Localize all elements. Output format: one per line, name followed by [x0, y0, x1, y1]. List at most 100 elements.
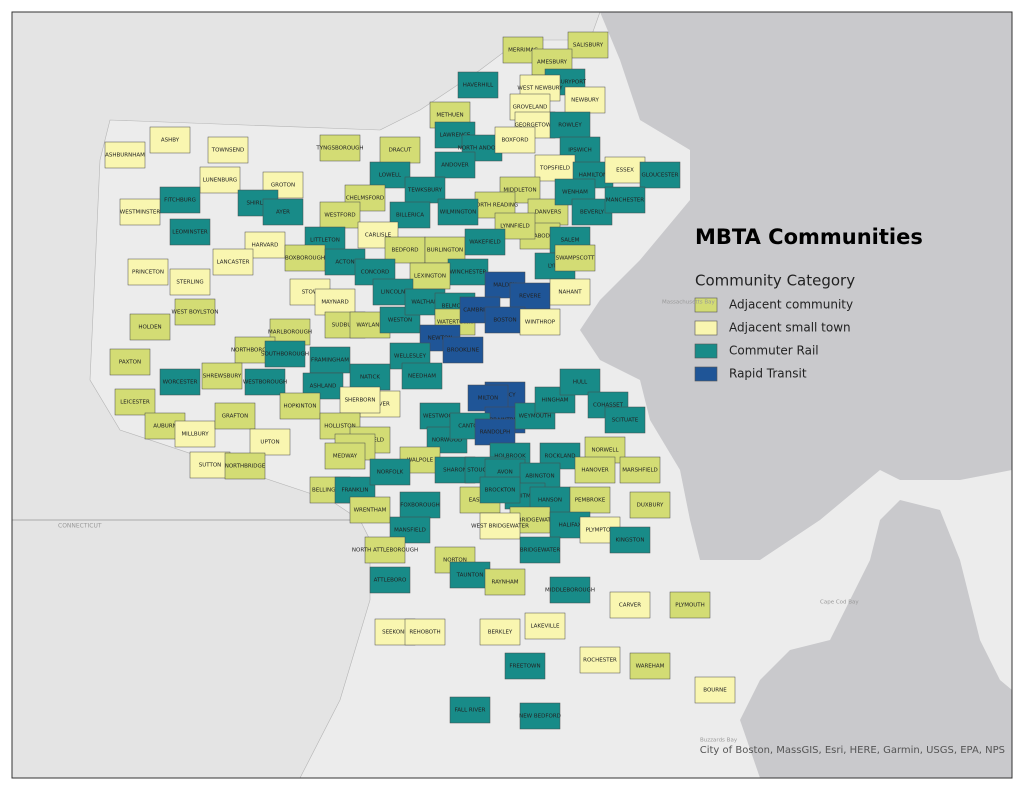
town-label: WEST BRIDGEWATER	[471, 524, 529, 530]
town	[484, 306, 526, 334]
town-label: WALTHAM	[411, 300, 438, 306]
town-label: KINGSTON	[616, 538, 645, 544]
town-label: HOPKINTON	[284, 404, 317, 410]
map-title: MBTA Communities	[695, 225, 923, 249]
water-label: Cape Cod Bay	[820, 600, 859, 606]
town-label: MANCHESTER	[606, 198, 644, 204]
town	[201, 362, 243, 390]
town	[174, 298, 216, 326]
town-label: MILLBURY	[181, 432, 209, 438]
town	[109, 348, 151, 376]
town-label: COHASSET	[593, 403, 624, 409]
town	[369, 566, 411, 594]
town-label: BROOKLINE	[447, 348, 480, 354]
town-label: HALIFAX	[559, 523, 582, 529]
town-label: PLYMOUTH	[675, 603, 705, 609]
town	[669, 591, 711, 619]
town	[609, 591, 651, 619]
town-label: PAXTON	[119, 360, 141, 366]
town	[629, 491, 671, 519]
town	[524, 612, 566, 640]
town	[369, 161, 411, 189]
town-label: BELLINGHAM	[312, 488, 348, 494]
town-label: NORTHBRIDGE	[225, 464, 266, 470]
town-label: CARVER	[619, 603, 641, 609]
town-label: NEWBURYPORT	[544, 80, 587, 86]
town-label: GRAFTON	[222, 414, 249, 420]
town-label: IPSWICH	[568, 148, 591, 154]
town-label: ABINGTON	[525, 474, 554, 480]
town-label: RAYNHAM	[491, 580, 518, 586]
town-label: SALISBURY	[573, 43, 604, 49]
town-label: WENHAM	[562, 190, 588, 196]
town	[449, 696, 491, 724]
town	[114, 388, 156, 416]
town-label: SUTTON	[199, 463, 222, 469]
town-label: PEMBROKE	[575, 498, 606, 504]
water-label: Massachusetts Bay	[662, 300, 716, 306]
town	[434, 151, 476, 179]
town	[479, 618, 521, 646]
town-label: SOUTHBOROUGH	[261, 352, 309, 358]
town	[639, 161, 681, 189]
town-label: FITCHBURG	[164, 198, 196, 204]
town	[364, 536, 406, 564]
town-label: WINTHROP	[525, 320, 556, 326]
town-label: HANSON	[538, 498, 562, 504]
town-label: MIDDLETON	[503, 188, 536, 194]
town	[479, 512, 521, 540]
town	[519, 702, 561, 730]
town	[457, 71, 499, 99]
town	[604, 186, 646, 214]
town-label: ACTON	[335, 260, 354, 266]
town	[244, 368, 286, 396]
legend-label: Adjacent community	[729, 298, 853, 312]
town-label: STOW	[302, 290, 319, 296]
town	[467, 384, 509, 412]
town-label: NORTHBOROUGH	[231, 348, 279, 354]
town-label: DUXBURY	[637, 503, 664, 509]
town-label: ASHLAND	[310, 384, 337, 390]
town-label: STERLING	[176, 280, 203, 286]
town-label: AVON	[497, 470, 513, 476]
water-label: Buzzards Bay	[700, 738, 738, 744]
town-label: SHARON	[443, 468, 467, 474]
town-label: UPTON	[260, 440, 279, 446]
town	[409, 262, 451, 290]
town-label: WATERTOWN	[437, 320, 473, 326]
town-label: NORTH ANDOVER	[458, 146, 507, 152]
town-label: NORTON	[443, 558, 467, 564]
town	[349, 363, 391, 391]
town	[369, 458, 411, 486]
town-label: CHELMSFORD	[346, 196, 384, 202]
town-label: FRANKLIN	[341, 488, 368, 494]
town-label: MERRIMAC	[508, 48, 538, 54]
town-label: MILTON	[478, 396, 498, 402]
town	[214, 402, 256, 430]
town-label: NEWBURY	[571, 98, 599, 104]
town	[519, 536, 561, 564]
town	[549, 576, 591, 604]
town	[119, 198, 161, 226]
town	[479, 476, 521, 504]
town-label: HINGHAM	[542, 398, 569, 404]
town	[319, 201, 361, 229]
town-label: ESSEX	[616, 168, 634, 174]
town-label: TYNGSBOROUGH	[315, 146, 363, 152]
town-label: ASHBY	[161, 138, 180, 144]
town	[319, 134, 361, 162]
town-label: HAMILTON	[579, 173, 607, 179]
town	[447, 258, 489, 286]
town-label: PLYMPTON	[586, 528, 615, 534]
town	[567, 31, 609, 59]
town-label: WEST BOYLSTON	[172, 310, 219, 316]
town-label: BELMONT	[442, 304, 470, 310]
town-label: RANDOLPH	[480, 430, 511, 436]
town-label: TOWNSEND	[211, 148, 245, 154]
town	[404, 618, 446, 646]
legend-title: Community Category	[695, 272, 855, 290]
town-label: NAHANT	[558, 290, 582, 296]
town-label: BEVERLY	[580, 210, 605, 216]
town	[169, 218, 211, 246]
